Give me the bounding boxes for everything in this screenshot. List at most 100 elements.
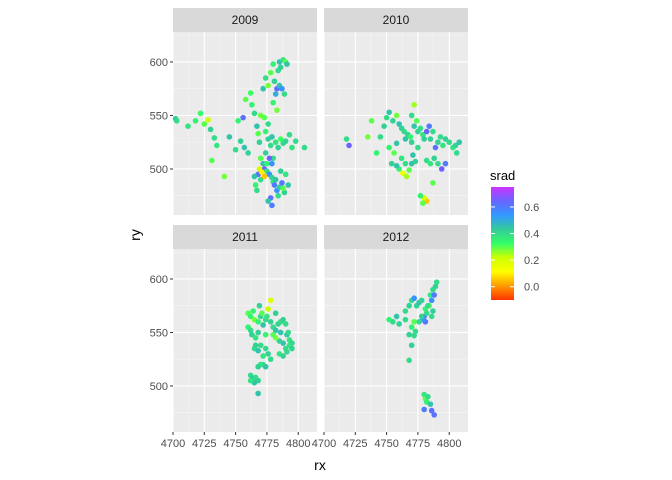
data-point xyxy=(173,118,180,124)
data-point xyxy=(274,107,280,113)
facet-strip-label: 2009 xyxy=(232,13,259,27)
data-point xyxy=(437,134,444,140)
data-point xyxy=(267,142,274,149)
data-point xyxy=(452,142,459,149)
data-point xyxy=(252,182,259,188)
data-point xyxy=(280,353,286,359)
data-point xyxy=(381,123,387,129)
data-point xyxy=(272,327,279,334)
legend-tick-label: 0.4 xyxy=(524,229,539,241)
data-point xyxy=(255,329,261,336)
data-point xyxy=(286,131,293,138)
data-point xyxy=(221,173,228,180)
data-point xyxy=(267,69,274,76)
data-point xyxy=(251,173,258,180)
facet-strip xyxy=(173,8,317,32)
x-axis: 4700 4725 4750 4775 4800 4700 4725 4750 4775 4800 xyxy=(161,432,461,450)
data-point xyxy=(390,318,396,325)
facet-strip-label: 2010 xyxy=(383,13,410,27)
x-tick-label: 4700 xyxy=(161,438,185,450)
y-tick-label: 500 xyxy=(150,164,168,176)
data-point xyxy=(262,345,269,352)
data-point xyxy=(282,138,289,144)
data-point xyxy=(277,64,284,71)
data-point xyxy=(446,139,453,146)
data-point xyxy=(262,75,269,81)
data-point xyxy=(279,180,285,186)
data-point xyxy=(430,180,436,186)
data-point xyxy=(270,331,276,338)
data-point xyxy=(264,313,270,320)
data-point xyxy=(386,109,392,116)
data-point xyxy=(428,407,435,414)
data-point xyxy=(438,166,445,172)
data-point xyxy=(301,144,308,151)
legend-tick-label: 0.2 xyxy=(524,255,539,267)
legend-colorbar xyxy=(491,187,514,300)
data-point xyxy=(260,85,266,92)
data-point xyxy=(365,134,371,140)
data-point xyxy=(262,363,269,370)
facet-strip xyxy=(324,225,468,249)
data-point xyxy=(386,144,392,151)
data-point xyxy=(255,130,261,137)
data-point xyxy=(408,112,415,119)
data-point xyxy=(271,182,278,188)
data-point xyxy=(431,155,437,162)
data-point xyxy=(252,335,259,341)
data-point xyxy=(266,155,273,162)
data-point xyxy=(252,342,259,349)
data-point xyxy=(408,342,415,349)
data-point xyxy=(260,322,266,328)
data-point xyxy=(406,357,412,364)
data-point xyxy=(247,377,254,384)
data-point xyxy=(406,302,412,309)
data-point xyxy=(440,142,446,149)
data-point xyxy=(242,96,249,103)
data-point xyxy=(260,353,266,359)
data-point xyxy=(250,308,256,314)
data-point xyxy=(201,121,208,127)
data-point xyxy=(289,144,295,151)
data-point xyxy=(249,331,255,338)
data-point xyxy=(423,128,430,135)
panel-background xyxy=(324,32,468,215)
data-point xyxy=(415,144,421,151)
y-tick-label: 550 xyxy=(150,110,168,122)
y-axis: 500 550 600 500 550 600 xyxy=(150,57,173,393)
data-point xyxy=(241,144,248,151)
data-point xyxy=(401,128,407,135)
data-point xyxy=(247,327,254,334)
x-tick-label: 4775 xyxy=(406,438,430,450)
data-point xyxy=(435,160,441,167)
data-point xyxy=(430,308,436,314)
data-point xyxy=(411,318,417,325)
data-point xyxy=(411,123,417,129)
data-point xyxy=(267,318,274,325)
facet-strip-label: 2011 xyxy=(232,230,258,244)
color-legend: srad 0.0 0.2 0.4 0.6 xyxy=(490,168,539,300)
x-tick-label: 4725 xyxy=(192,438,216,450)
data-point xyxy=(430,128,436,135)
data-point xyxy=(396,321,402,327)
data-point xyxy=(211,135,218,141)
data-point xyxy=(346,142,352,149)
gridlines xyxy=(323,249,468,432)
data-point xyxy=(417,192,424,199)
data-point xyxy=(262,331,269,338)
data-point xyxy=(251,110,258,117)
data-point xyxy=(279,85,285,92)
data-point xyxy=(262,150,269,156)
data-point xyxy=(245,150,251,156)
data-point xyxy=(281,91,288,97)
data-point xyxy=(412,328,419,335)
x-tick-label: 4700 xyxy=(312,438,336,450)
data-point xyxy=(249,101,255,108)
facet-panel-2012: 2012 xyxy=(323,225,468,432)
data-point xyxy=(257,155,264,162)
data-point xyxy=(393,140,400,147)
legend-tick-label: 0.0 xyxy=(524,282,539,294)
data-point xyxy=(240,114,246,121)
data-point xyxy=(254,187,260,194)
data-point xyxy=(282,321,289,327)
